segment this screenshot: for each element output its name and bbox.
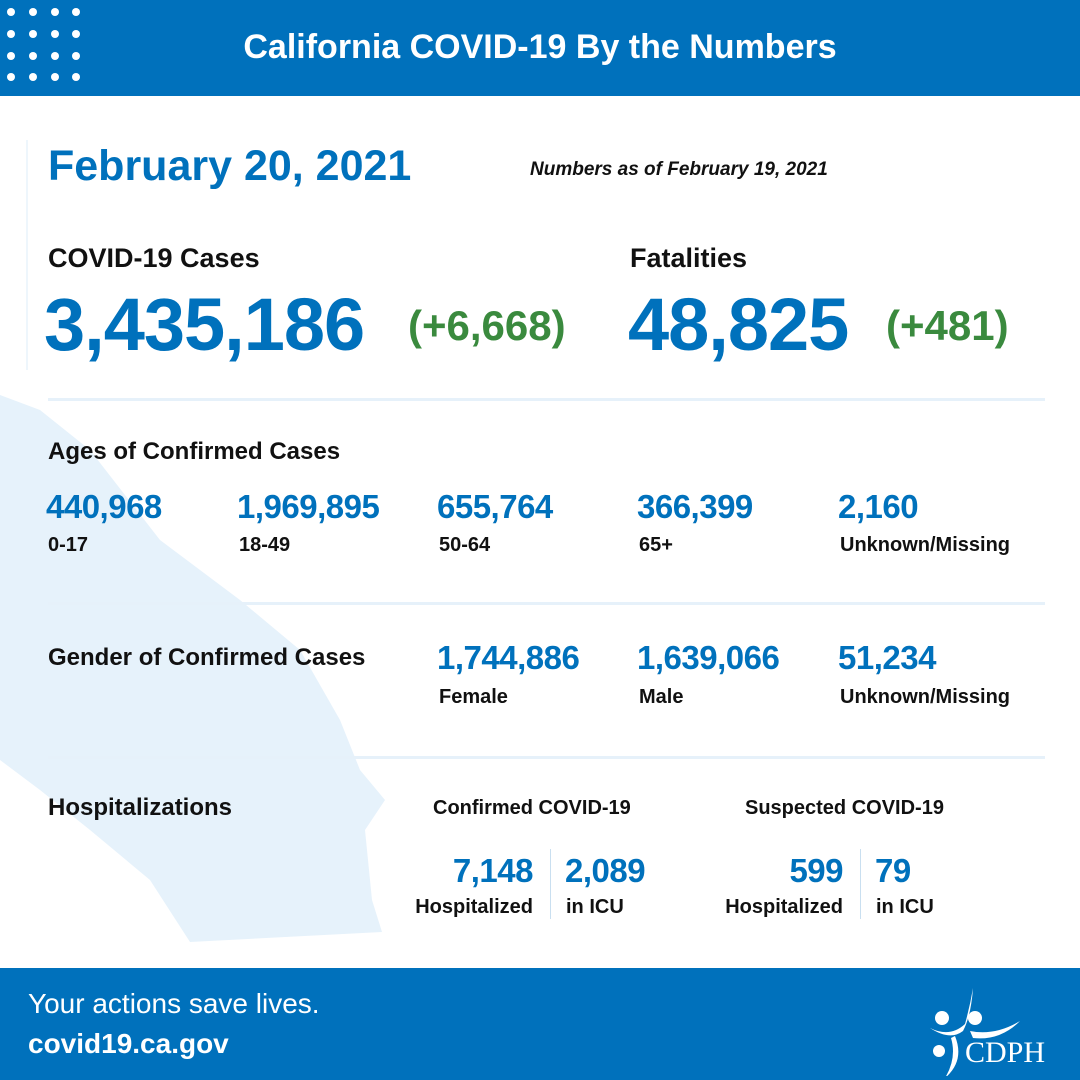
page-title: California COVID-19 By the Numbers [243, 28, 837, 66]
divider [48, 602, 1045, 605]
ages-heading: Ages of Confirmed Cases [48, 438, 341, 465]
gender-label: Male [639, 686, 684, 708]
age-label: 18-49 [239, 534, 291, 556]
confirmed-icu-value: 2,089 [565, 852, 646, 889]
cases-total: 3,435,186 [44, 283, 365, 366]
report-date: February 20, 2021 [48, 142, 412, 190]
age-label: 65+ [639, 534, 673, 556]
age-label: 50-64 [439, 534, 491, 556]
divider [550, 849, 551, 919]
divider [860, 849, 861, 919]
gender-heading: Gender of Confirmed Cases [48, 644, 366, 671]
footer-banner: Your actions save lives. covid19.ca.gov … [0, 968, 1080, 1080]
cdph-logo: CDPH [930, 988, 1045, 1076]
divider [48, 756, 1045, 759]
suspected-icu-label: in ICU [876, 896, 934, 918]
fatalities-change: (+481) [886, 302, 1009, 349]
confirmed-heading: Confirmed COVID-19 [433, 797, 631, 819]
as-of-date: Numbers as of February 19, 2021 [530, 159, 828, 180]
cdph-logo-text: CDPH [965, 1036, 1045, 1069]
header-banner: California COVID-19 By the Numbers [0, 0, 1080, 96]
cases-label: COVID-19 Cases [48, 243, 260, 273]
tagline: Your actions save lives. [28, 988, 320, 1019]
cases-change: (+6,668) [408, 302, 566, 349]
gender-value: 1,744,886 [437, 639, 580, 676]
age-value: 2,160 [838, 488, 919, 525]
confirmed-hospitalized-label: Hospitalized [415, 896, 533, 918]
suspected-hospitalized-label: Hospitalized [725, 896, 843, 918]
suspected-icu-value: 79 [875, 852, 911, 889]
fatalities-total: 48,825 [628, 283, 849, 366]
gender-label: Female [439, 686, 508, 708]
gender-value: 51,234 [838, 639, 936, 676]
hospitalizations-heading: Hospitalizations [48, 794, 233, 821]
website-link[interactable]: covid19.ca.gov [28, 1028, 229, 1059]
divider [48, 398, 1045, 401]
age-value: 366,399 [637, 488, 753, 525]
fatalities-label: Fatalities [630, 243, 748, 273]
suspected-heading: Suspected COVID-19 [745, 797, 944, 819]
age-value: 1,969,895 [237, 488, 380, 525]
age-label: 0-17 [48, 534, 89, 556]
suspected-hospitalized-value: 599 [789, 852, 843, 889]
confirmed-icu-label: in ICU [566, 896, 624, 918]
gender-value: 1,639,066 [637, 639, 780, 676]
age-value: 440,968 [46, 488, 162, 525]
confirmed-hospitalized-value: 7,148 [452, 852, 534, 889]
age-value: 655,764 [437, 488, 553, 525]
age-label: Unknown/Missing [840, 534, 1010, 556]
gender-label: Unknown/Missing [840, 686, 1010, 708]
